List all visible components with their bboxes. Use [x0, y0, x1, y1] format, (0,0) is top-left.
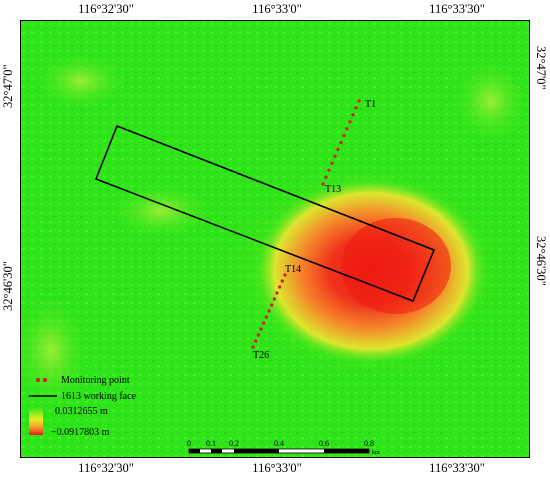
bottom-coord-label-2: 116°33'0" [252, 461, 302, 475]
scale-tick-1: 0.1 [206, 439, 216, 448]
scale-tick-3: 0.4 [274, 439, 284, 448]
monitoring-point-icon [270, 303, 274, 307]
monitoring-line-lower [251, 273, 287, 349]
legend-colorbar [29, 407, 43, 435]
scale-tick-5: 0.8 [364, 439, 374, 448]
monitoring-point-icon [336, 147, 340, 151]
monitoring-point-icon [262, 321, 266, 325]
top-coord-label-3: 116°33'30" [429, 2, 485, 16]
monitoring-point-icon [278, 285, 282, 289]
monitoring-point-icon [283, 273, 287, 277]
top-coord-label-1: 116°32'30" [78, 2, 134, 16]
point-label-t14: T14 [285, 264, 301, 275]
working-face-outline [94, 124, 436, 303]
top-coord-label-2: 116°33'0" [252, 2, 302, 16]
monitoring-point-icon [267, 309, 271, 313]
scale-tick-0: 0 [187, 439, 191, 448]
monitoring-point-icon [280, 279, 284, 283]
bottom-coord-label-3: 116°33'30" [429, 461, 485, 475]
monitoring-point-icon [345, 127, 349, 131]
monitoring-point-icon [272, 297, 276, 301]
right-coord-label-1: 32°47'0" [534, 46, 548, 90]
monitoring-point-icon [254, 339, 258, 343]
subsidence-map: T1 T13 T14 T26 Monitoring point 1613 wor… [20, 20, 530, 458]
bottom-coord-label-1: 116°32'30" [78, 461, 134, 475]
scale-bar: 0 0.1 0.2 0.4 0.6 0.8 km [187, 439, 380, 456]
monitoring-point-icon [251, 345, 255, 349]
legend: Monitoring point 1613 working face 0.031… [29, 375, 137, 438]
legend-dot-icon [36, 378, 40, 382]
point-label-t26: T26 [253, 350, 269, 361]
monitoring-point-icon [339, 140, 343, 145]
right-coord-label-2: 32°46'30" [534, 236, 548, 286]
left-coord-label-1: 32°47'0" [1, 64, 15, 108]
monitoring-line-upper [321, 99, 361, 186]
monitoring-point-icon [327, 168, 331, 172]
monitoring-point-icon [321, 182, 325, 186]
point-label-t13: T13 [325, 184, 341, 195]
map-canvas: T1 T13 T14 T26 Monitoring point 1613 wor… [21, 21, 529, 457]
noise-region [31, 51, 131, 111]
legend-min-value: −0.0917803 m [51, 427, 110, 438]
scale-tick-2: 0.2 [229, 439, 239, 448]
monitoring-point-icon [324, 175, 328, 179]
monitoring-point-icon [264, 315, 268, 319]
legend-working-face: 1613 working face [61, 391, 137, 402]
monitoring-point-icon [256, 333, 260, 337]
legend-dot-icon [43, 378, 47, 382]
noise-region [451, 56, 529, 146]
monitoring-point-icon [351, 113, 355, 117]
monitoring-point-icon [354, 106, 358, 110]
monitoring-point-icon [348, 120, 352, 124]
noise-region [106, 181, 216, 241]
monitoring-point-icon [342, 134, 346, 138]
scale-tick-4: 0.6 [319, 439, 329, 448]
scale-unit: km [372, 450, 380, 456]
legend-max-value: 0.0312655 m [55, 406, 108, 417]
monitoring-point-icon [330, 161, 334, 165]
legend-monitoring-point: Monitoring point [61, 375, 130, 386]
point-label-t1: T1 [365, 99, 376, 110]
monitoring-point-icon [333, 154, 337, 158]
monitoring-point-icon [357, 99, 361, 103]
monitoring-point-icon [259, 327, 263, 331]
subsidence-core [341, 218, 451, 314]
monitoring-point-icon [275, 291, 279, 295]
left-coord-label-2: 32°46'30" [1, 261, 15, 311]
